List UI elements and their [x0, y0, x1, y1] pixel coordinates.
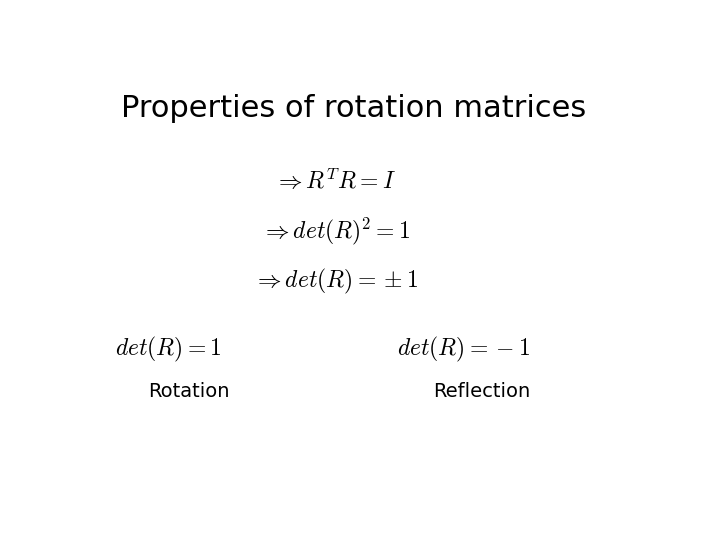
Text: Properties of rotation matrices: Properties of rotation matrices [121, 94, 586, 123]
Text: $det(R) = 1$: $det(R) = 1$ [115, 335, 222, 364]
Text: Reflection: Reflection [433, 382, 531, 401]
Text: $det(R) = -1$: $det(R) = -1$ [397, 335, 530, 364]
Text: $\Rightarrow det(R) = \pm 1$: $\Rightarrow det(R) = \pm 1$ [253, 266, 418, 295]
Text: $\Rightarrow R^{T} R = I$: $\Rightarrow R^{T} R = I$ [274, 168, 397, 194]
Text: Rotation: Rotation [148, 382, 230, 401]
Text: $\Rightarrow det(R)^2 = 1$: $\Rightarrow det(R)^2 = 1$ [261, 215, 410, 247]
